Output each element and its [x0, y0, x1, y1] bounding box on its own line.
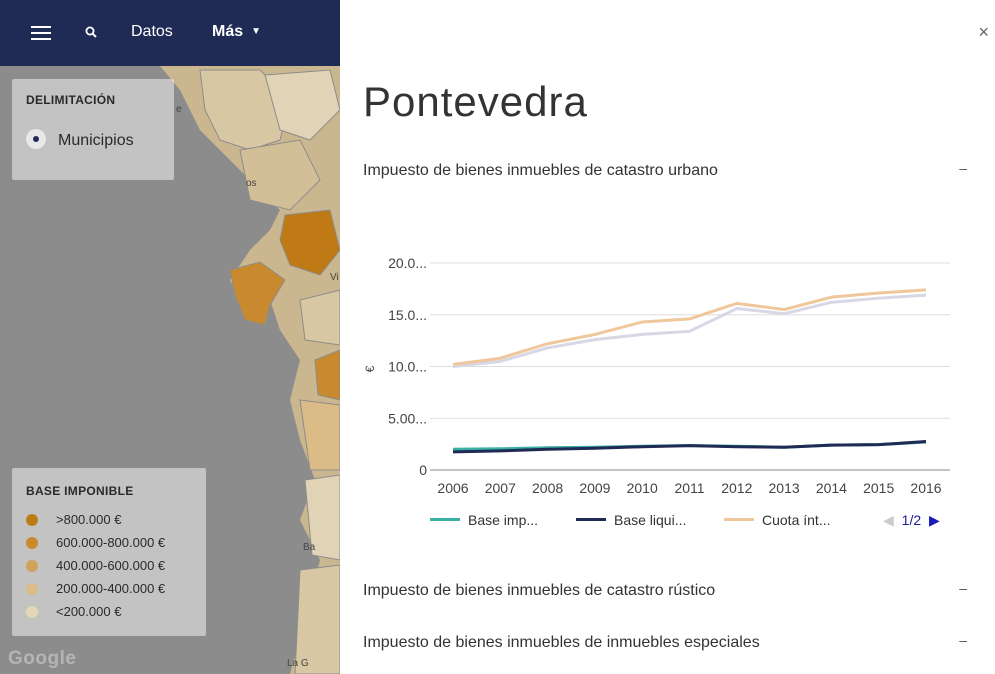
section-rustico-header[interactable]: Impuesto de bienes inmuebles de catastro… — [363, 582, 716, 599]
collapse-icon[interactable]: – — [959, 580, 967, 596]
legend-row-label: 400.000-600.000 € — [56, 558, 166, 573]
delimitation-title: DELIMITACIÓN — [26, 93, 116, 107]
map-label: Vi — [330, 272, 339, 283]
legend-swatch — [576, 518, 606, 521]
line-chart: 0 5.00... 10.0... 15.0... 20.0... €2006 2007 20… — [363, 255, 950, 496]
nav-mas-label: Más — [212, 23, 244, 40]
x-tick-label: 2008 — [532, 480, 563, 496]
legend-dot-icon — [26, 606, 38, 618]
menu-icon[interactable] — [31, 26, 51, 42]
municipality-shape — [294, 564, 340, 674]
x-tick-label: 2015 — [863, 480, 894, 496]
delimitation-card: DELIMITACIÓN Municipios — [12, 79, 174, 180]
municipality-shape — [239, 139, 321, 211]
nav-datos[interactable]: Datos — [131, 23, 173, 40]
search-icon[interactable] — [84, 25, 100, 41]
series-line — [452, 440, 927, 454]
close-icon[interactable]: × — [978, 22, 989, 42]
top-navbar: Datos Más ▼ — [0, 0, 340, 66]
map-label: os — [246, 178, 257, 189]
y-tick-label: 0 — [419, 462, 427, 478]
collapse-icon[interactable]: – — [959, 632, 967, 648]
municipality-shape — [314, 349, 340, 401]
section-urbano-header[interactable]: Impuesto de bienes inmuebles de catastro… — [363, 162, 718, 179]
caret-down-icon: ▼ — [251, 26, 262, 37]
legend-row-label: >800.000 € — [56, 512, 122, 527]
municipality-shape — [264, 69, 340, 141]
legend-row: 400.000-600.000 € — [26, 558, 165, 573]
municipality-shape — [299, 289, 340, 346]
legend-row: 200.000-400.000 € — [26, 581, 165, 596]
legend-label: Base liqui... — [614, 512, 687, 528]
legend-label: Base imp... — [468, 512, 539, 528]
legend-row-label: 600.000-800.000 € — [56, 535, 166, 550]
x-tick-label: 2011 — [674, 480, 704, 496]
y-axis-label: € — [363, 365, 377, 372]
legend-row-label: 200.000-400.000 € — [56, 581, 166, 596]
municipality-shape — [304, 474, 340, 561]
page-title: Pontevedra — [363, 78, 588, 125]
x-tick-label: 2016 — [910, 480, 941, 496]
municipality-shape — [299, 399, 340, 471]
y-tick-label: 20.0... — [388, 255, 427, 271]
legend-item[interactable]: Base liqui... — [576, 512, 686, 528]
legend-row: 600.000-800.000 € — [26, 535, 165, 550]
map-area[interactable]: e os Vi Ba La G Datos Más ▼ DELIMITACIÓN … — [0, 0, 340, 674]
next-page-icon[interactable]: ▶ — [929, 512, 940, 528]
prev-page-icon[interactable]: ◀ — [883, 512, 894, 528]
legend-pager: ◀ 1/2 ▶ — [883, 512, 940, 529]
collapse-icon[interactable]: – — [959, 160, 967, 176]
map-label: e — [176, 104, 182, 115]
x-tick-label: 2010 — [627, 480, 658, 496]
municipios-option[interactable]: Municipios — [26, 129, 134, 150]
x-tick-label: 2014 — [816, 480, 847, 496]
pager-label: 1/2 — [901, 512, 922, 528]
x-tick-label: 2009 — [579, 480, 610, 496]
legend-title: BASE IMPONIBLE — [26, 484, 134, 498]
y-tick-label: 10.0... — [388, 359, 427, 375]
x-tick-label: 2006 — [437, 480, 468, 496]
legend-item[interactable]: Cuota ínt... — [724, 512, 830, 528]
legend-label: Cuota ínt... — [762, 512, 831, 528]
legend-dot-icon — [26, 537, 38, 549]
series-line — [452, 293, 927, 368]
legend-dot-icon — [26, 583, 38, 595]
legend-dot-icon — [26, 514, 38, 526]
section-especiales-header[interactable]: Impuesto de bienes inmuebles de inmueble… — [363, 634, 760, 651]
legend-swatch — [430, 518, 460, 521]
x-tick-label: 2013 — [769, 480, 800, 496]
legend-row: <200.000 € — [26, 604, 121, 619]
x-tick-label: 2012 — [721, 480, 752, 496]
map-label: Ba — [303, 542, 316, 553]
y-tick-label: 15.0... — [388, 307, 427, 323]
y-tick-label: 5.00... — [388, 410, 427, 426]
municipality-shape — [229, 261, 286, 326]
google-logo: Google — [8, 648, 77, 669]
legend-dot-icon — [26, 560, 38, 572]
legend-row-label: <200.000 € — [56, 604, 122, 619]
base-imponible-legend: BASE IMPONIBLE — [12, 468, 206, 636]
series-line — [452, 288, 927, 366]
nav-mas[interactable]: Más ▼ — [212, 23, 261, 41]
legend-row: >800.000 € — [26, 512, 121, 527]
legend-item[interactable]: Base imp... — [430, 512, 538, 528]
detail-panel: × Pontevedra Impuesto de bienes inmueble… — [340, 0, 995, 674]
municipios-label: Municipios — [58, 132, 134, 149]
legend-swatch — [724, 518, 754, 521]
radio-selected-icon[interactable] — [26, 129, 46, 149]
map-label: La G — [287, 658, 309, 669]
municipality-shape — [279, 209, 340, 276]
x-tick-label: 2007 — [485, 480, 516, 496]
